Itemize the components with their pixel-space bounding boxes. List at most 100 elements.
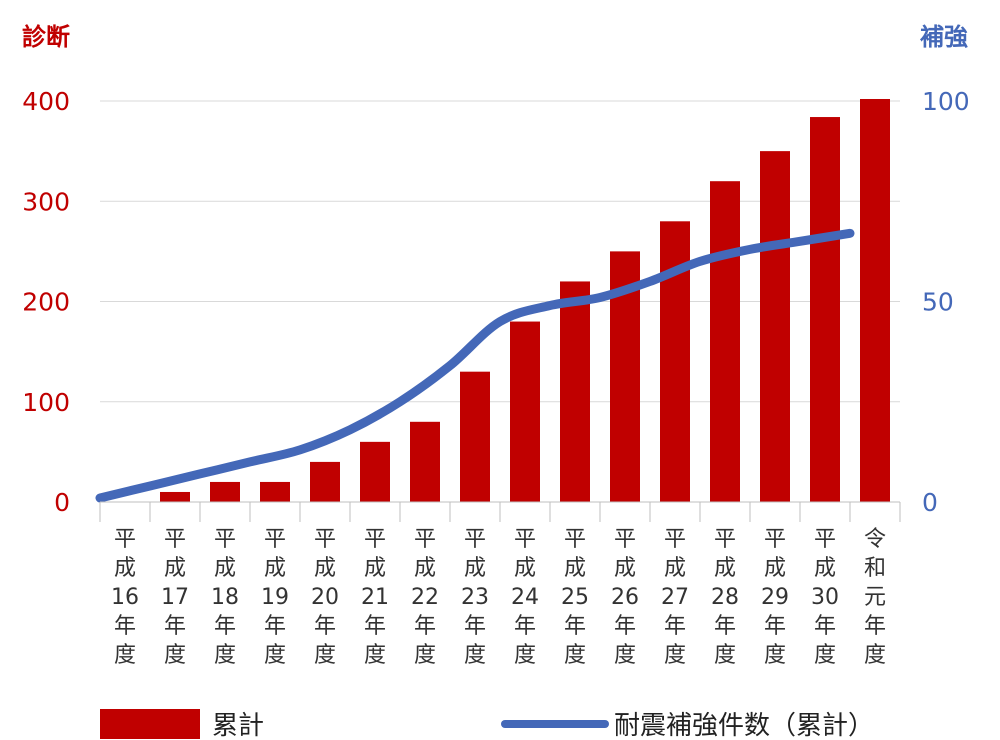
x-tick-label: 16 [111, 585, 139, 610]
x-tick-label: 度 [814, 643, 836, 668]
x-tick-label: 度 [114, 643, 136, 668]
right-axis-title: 補強 [919, 23, 968, 51]
x-tick-label: 24 [511, 585, 539, 610]
line-path [95, 228, 855, 503]
x-tick-label: 平 [114, 527, 136, 552]
right-tick-label: 100 [922, 87, 970, 116]
x-tick-label: 19 [261, 585, 289, 610]
bar [760, 151, 790, 502]
x-tick-label: 平 [364, 527, 386, 552]
x-tick-label: 平 [564, 527, 586, 552]
x-tick-label: 平 [614, 527, 636, 552]
left-axis-ticks: 0 100 200 300 400 [22, 87, 70, 517]
x-tick-label: 度 [414, 643, 436, 668]
left-tick-label: 100 [22, 388, 70, 417]
legend: 累計 耐震補強件数（累計） [100, 709, 874, 740]
x-tick-label: 21 [361, 585, 389, 610]
x-tick-label: 年 [664, 614, 686, 639]
x-tick-label: 29 [761, 585, 789, 610]
x-tick-label: 度 [164, 643, 186, 668]
x-tick-label: 平 [514, 527, 536, 552]
x-tick-label: 度 [864, 643, 886, 668]
x-tick-label: 年 [614, 614, 636, 639]
x-tick-label: 20 [311, 585, 339, 610]
x-tick-label: 平 [414, 527, 436, 552]
x-tick-label: 成 [664, 556, 686, 581]
bar [510, 321, 540, 502]
legend-bar-swatch [100, 709, 200, 739]
x-tick-label: 年 [264, 614, 286, 639]
bar [710, 181, 740, 502]
x-tick-label: 30 [811, 585, 839, 610]
left-tick-label: 200 [22, 288, 70, 317]
x-tick-label: 年 [864, 614, 886, 639]
x-tick-label: 成 [764, 556, 786, 581]
right-tick-label: 50 [922, 288, 954, 317]
right-tick-label: 0 [922, 488, 938, 517]
bar [860, 98, 890, 503]
x-tick-label: 平 [814, 527, 836, 552]
x-tick-label: 成 [814, 556, 836, 581]
left-tick-label: 300 [22, 187, 70, 216]
x-tick-label: 平 [664, 527, 686, 552]
x-tick-label: 平 [764, 527, 786, 552]
bar [460, 371, 490, 502]
right-axis-ticks: 0 50 100 [922, 87, 970, 517]
x-tick-label: 年 [364, 614, 386, 639]
x-tick-label: 度 [664, 643, 686, 668]
bar [560, 281, 590, 502]
x-tick-label: 度 [464, 643, 486, 668]
x-tick-label: 成 [314, 556, 336, 581]
x-tick-label: 成 [564, 556, 586, 581]
bar [160, 491, 190, 502]
x-tick-label: 度 [564, 643, 586, 668]
x-tick-label: 度 [314, 643, 336, 668]
x-tick-label: 度 [714, 643, 736, 668]
x-tick-label: 成 [464, 556, 486, 581]
x-tick-label: 平 [214, 527, 236, 552]
left-tick-label: 400 [22, 87, 70, 116]
bar [210, 481, 240, 502]
x-axis-categories: 平成 16 年度 平成 17 年度 平成 18 年度 平成 19 年度 平成 20 年度 平成 21 年度 平成 22… [111, 527, 886, 668]
x-tick-label: 27 [661, 585, 689, 610]
x-tick-label: 年 [114, 614, 136, 639]
x-tick-label: 度 [514, 643, 536, 668]
x-tick-label: 度 [764, 643, 786, 668]
x-tick-label: 度 [614, 643, 636, 668]
x-tick-label: 年 [764, 614, 786, 639]
x-tick-label: 年 [814, 614, 836, 639]
bar [360, 441, 390, 502]
bar [260, 481, 290, 502]
bar [310, 461, 340, 502]
x-tick-label: 度 [264, 643, 286, 668]
x-tick-label: 年 [564, 614, 586, 639]
x-tick-label: 成 [714, 556, 736, 581]
x-tick-label: 令 [864, 527, 886, 552]
left-axis-title: 診断 [22, 23, 70, 51]
x-tick-label: 年 [214, 614, 236, 639]
x-tick-label: 成 [164, 556, 186, 581]
x-tick-label: 17 [161, 585, 189, 610]
line-series [95, 228, 855, 503]
x-tick-label: 年 [714, 614, 736, 639]
x-tick-label: 成 [214, 556, 236, 581]
x-tick-label: 平 [714, 527, 736, 552]
x-tick-label: 年 [314, 614, 336, 639]
x-tick-label: 28 [711, 585, 739, 610]
x-tick-label: 平 [164, 527, 186, 552]
x-tick-label: 度 [364, 643, 386, 668]
x-tick-label: 度 [214, 643, 236, 668]
axes [99, 501, 901, 522]
x-tick-label: 平 [264, 527, 286, 552]
x-tick-label: 25 [561, 585, 589, 610]
x-tick-label: 元 [864, 585, 886, 610]
bar [410, 421, 440, 502]
bar-series [160, 98, 890, 503]
x-tick-label: 成 [514, 556, 536, 581]
x-tick-label: 年 [464, 614, 486, 639]
x-tick-label: 成 [264, 556, 286, 581]
x-tick-label: 年 [164, 614, 186, 639]
x-tick-label: 成 [114, 556, 136, 581]
legend-line-label: 耐震補強件数（累計） [614, 711, 874, 740]
